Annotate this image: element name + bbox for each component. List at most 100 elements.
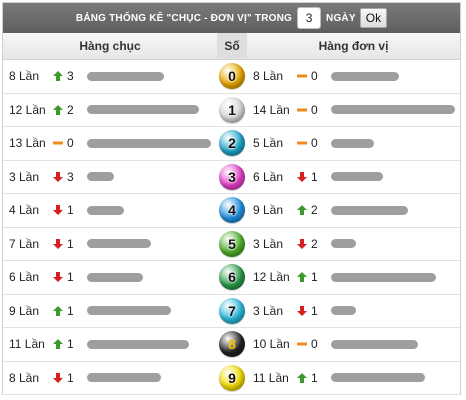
trend-delta: 0 (311, 102, 318, 117)
units-cell: 5 Lần 0 (247, 127, 460, 160)
table-row: 6 Lần 1 6 12 Lần 1 (3, 261, 460, 295)
digit-number: 0 (228, 68, 236, 85)
digit-number: 9 (228, 369, 236, 386)
tens-cell: 8 Lần 1 (3, 362, 217, 395)
trend: 3 (53, 170, 87, 184)
frequency-bar (331, 339, 418, 349)
frequency-bar (331, 373, 426, 383)
trend-delta: 0 (67, 136, 74, 151)
trend: 1 (53, 337, 87, 351)
table-row: 7 Lần 1 5 3 Lần 2 (3, 228, 460, 261)
dash-icon (53, 141, 63, 145)
bar-track (331, 71, 455, 81)
arrow-down-icon (53, 272, 63, 283)
arrow-up-icon (53, 339, 63, 350)
units-cell: 12 Lần 1 (247, 261, 460, 294)
frequency-bar (87, 71, 164, 81)
digit-ball: 4 (219, 197, 245, 224)
frequency-bar (331, 71, 400, 81)
count-label: 14 Lần (253, 102, 290, 117)
arrow-down-icon (53, 372, 63, 383)
bar-track (331, 138, 455, 148)
days-input[interactable] (297, 7, 322, 29)
bar-track (331, 239, 455, 249)
frequency-bar (87, 205, 125, 215)
trend-delta: 0 (311, 337, 318, 352)
trend-delta: 1 (311, 169, 318, 184)
header-digit: Số (217, 33, 247, 59)
arrow-up-icon (297, 372, 307, 383)
count-label: 7 Lần (9, 236, 40, 251)
frequency-bar (331, 306, 356, 316)
table-row: 3 Lần 3 3 6 Lần 1 (3, 161, 460, 194)
count-label: 13 Lần (9, 136, 46, 151)
tens-cell: 3 Lần 3 (3, 161, 217, 194)
units-cell: 9 Lần 2 (247, 194, 460, 227)
count-label: 12 Lần (253, 270, 290, 285)
tens-cell: 9 Lần 1 (3, 295, 217, 328)
bar-track (331, 172, 455, 182)
tens-cell: 7 Lần 1 (3, 228, 217, 261)
digit-cell: 9 (217, 362, 247, 395)
trend: 1 (297, 270, 331, 284)
arrow-up-icon (53, 104, 63, 115)
table-row: 11 Lần 1 8 10 Lần 0 (3, 328, 460, 362)
count-label: 8 Lần (253, 69, 284, 84)
digit-ball: 0 (219, 63, 245, 90)
trend: 1 (53, 270, 87, 284)
table-row: 8 Lần 1 9 11 Lần 1 (3, 362, 460, 395)
table-row: 8 Lần 3 0 8 Lần 0 (3, 60, 460, 94)
trend: 1 (53, 371, 87, 385)
digit-number: 6 (228, 269, 236, 286)
table-header: Hàng chục Số Hàng đơn vị (3, 33, 460, 60)
trend: 2 (53, 103, 87, 117)
header-tens: Hàng chục (79, 39, 141, 53)
count-label: 5 Lần (253, 136, 284, 151)
trend-delta: 2 (67, 102, 74, 117)
bar-track (87, 272, 211, 282)
trend: 0 (53, 136, 87, 150)
tens-cell: 11 Lần 1 (3, 328, 217, 361)
bar-track (87, 138, 211, 148)
frequency-bar (87, 373, 162, 383)
units-cell: 3 Lần 2 (247, 228, 460, 261)
digit-cell: 5 (217, 228, 247, 261)
trend-delta: 1 (311, 270, 318, 285)
arrow-down-icon (53, 238, 63, 249)
bar-track (87, 339, 211, 349)
digit-number: 8 (228, 336, 236, 353)
count-label: 9 Lần (9, 303, 40, 318)
digit-cell: 1 (217, 94, 247, 127)
bar-track (331, 272, 455, 282)
trend-delta: 2 (311, 203, 318, 218)
count-label: 8 Lần (9, 69, 40, 84)
tens-cell: 4 Lần 1 (3, 194, 217, 227)
trend-delta: 1 (67, 203, 74, 218)
ok-button[interactable]: Ok (359, 8, 388, 28)
frequency-bar (331, 272, 437, 282)
digit-cell: 0 (217, 60, 247, 93)
count-label: 3 Lần (253, 303, 284, 318)
bar-track (331, 339, 455, 349)
bar-track (87, 239, 211, 249)
tens-cell: 13 Lần 0 (3, 127, 217, 160)
dash-icon (297, 342, 307, 346)
trend-delta: 1 (311, 303, 318, 318)
days-label: NGÀY (326, 12, 356, 24)
trend-delta: 2 (311, 236, 318, 251)
dash-icon (297, 141, 307, 145)
count-label: 12 Lần (9, 102, 46, 117)
trend: 0 (297, 337, 331, 351)
count-label: 3 Lần (253, 236, 284, 251)
digit-ball: 5 (219, 230, 245, 257)
frequency-bar (87, 272, 143, 282)
trend-delta: 3 (67, 69, 74, 84)
trend-delta: 1 (67, 337, 74, 352)
table-row: 13 Lần 0 2 5 Lần 0 (3, 127, 460, 161)
trend: 3 (53, 69, 87, 83)
bar-track (87, 105, 211, 115)
bar-track (331, 205, 455, 215)
digit-number: 4 (228, 202, 236, 219)
digit-ball: 1 (219, 96, 245, 123)
trend: 1 (297, 304, 331, 318)
